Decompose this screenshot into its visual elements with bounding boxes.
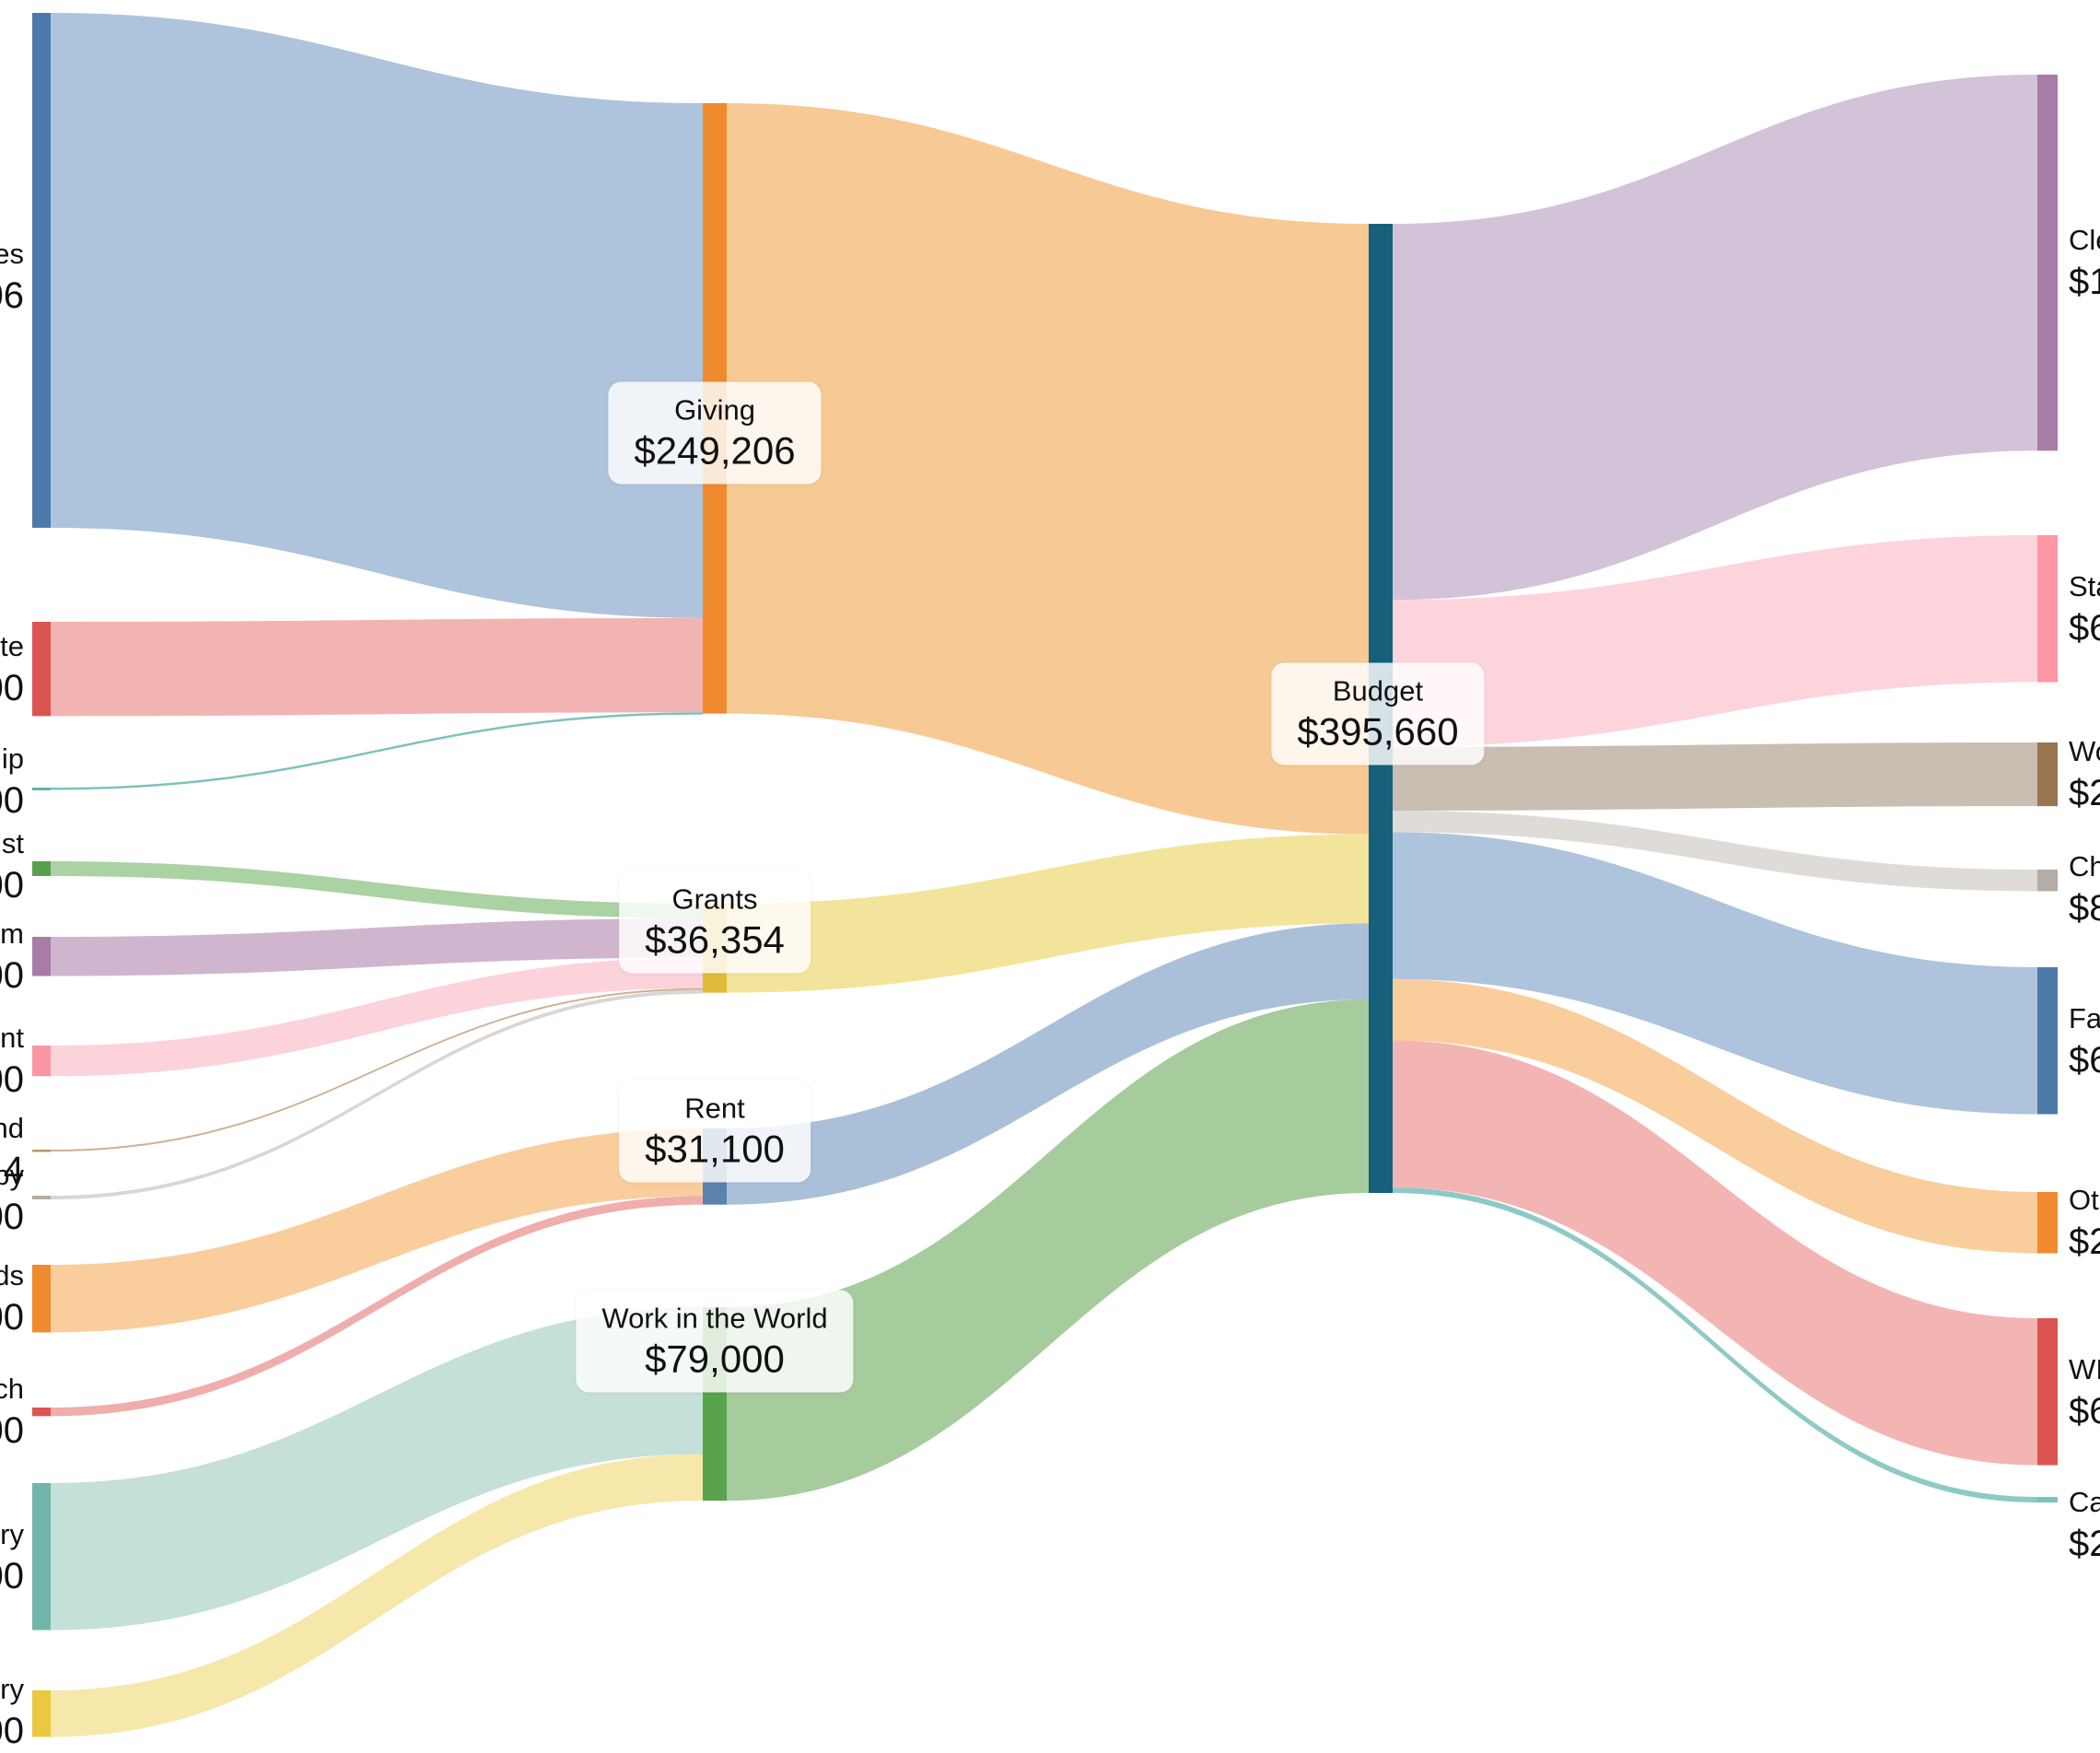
node-out-8 (2037, 1497, 2058, 1503)
node-src-1 (32, 13, 51, 528)
node-out-1 (2037, 75, 2058, 451)
node-src-9 (32, 1265, 51, 1333)
node-src-6 (32, 1046, 51, 1077)
flow-budget-to-out-1 (1393, 75, 2037, 601)
node-src-5 (32, 937, 51, 976)
flow-budget-to-out-4 (1393, 810, 2037, 892)
node-src-4 (32, 861, 51, 876)
node-src-3 (32, 788, 51, 790)
flow-budget-to-out-7 (1393, 1040, 2037, 1466)
node-out-6 (2037, 1192, 2058, 1254)
flow-src-3-to-giving (51, 712, 703, 790)
flow-src-11-to-witw (51, 1307, 703, 1630)
node-out-4 (2037, 870, 2058, 892)
flow-budget-to-out-5 (1393, 832, 2037, 1115)
flow-rent-to-budget (727, 923, 1369, 1205)
flow-src-10-to-rent (51, 1196, 703, 1417)
flow-witw-to-budget (727, 999, 1369, 1502)
node-witw (703, 1307, 727, 1502)
flow-src-9-to-rent (51, 1128, 703, 1333)
flow-src-5-to-grants (51, 917, 703, 976)
node-giving (703, 103, 727, 714)
node-out-7 (2037, 1318, 2058, 1466)
flow-src-1-to-giving (51, 13, 703, 618)
node-src-10 (32, 1408, 51, 1417)
flow-grants-to-budget (727, 834, 1369, 993)
node-rent (703, 1128, 727, 1205)
flow-budget-to-out-8 (1393, 1186, 2037, 1503)
flow-src-8-to-grants (51, 989, 703, 1199)
node-out-3 (2037, 742, 2058, 807)
node-src-2 (32, 622, 51, 717)
flow-budget-to-out-3 (1393, 742, 2037, 811)
node-budget (1369, 224, 1393, 1194)
flow-src-12-to-witw (51, 1454, 703, 1737)
node-out-5 (2037, 967, 2058, 1115)
flow-src-2-to-giving (51, 617, 703, 717)
flow-src-6-to-grants (51, 957, 703, 1077)
flow-giving-to-budget (727, 103, 1369, 835)
node-grants (703, 904, 727, 993)
node-src-8 (32, 1196, 51, 1199)
flow-src-4-to-grants (51, 861, 703, 918)
flow-src-7-to-grants (51, 988, 703, 1151)
node-src-7 (32, 1150, 51, 1152)
node-out-2 (2037, 535, 2058, 683)
node-src-12 (32, 1690, 51, 1737)
flow-budget-to-out-2 (1393, 535, 2037, 747)
node-src-11 (32, 1483, 51, 1630)
flow-budget-to-out-6 (1393, 978, 2037, 1254)
